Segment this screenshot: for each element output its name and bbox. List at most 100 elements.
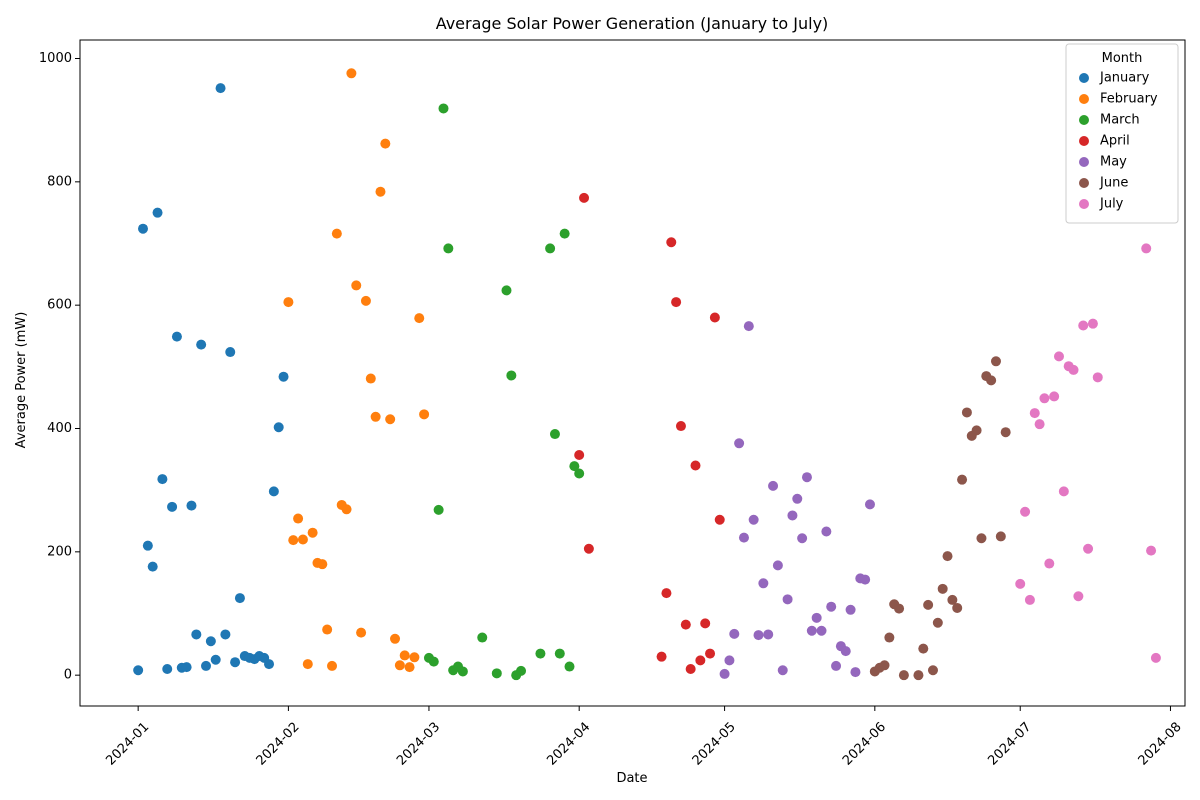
data-point bbox=[1000, 427, 1011, 438]
data-point bbox=[356, 627, 367, 638]
data-point bbox=[516, 665, 527, 676]
legend-label: February bbox=[1100, 92, 1158, 107]
data-point bbox=[816, 625, 827, 636]
data-point bbox=[288, 535, 299, 546]
data-point bbox=[777, 665, 788, 676]
data-point bbox=[574, 468, 585, 479]
data-point bbox=[801, 472, 812, 483]
data-point bbox=[278, 371, 289, 382]
data-point bbox=[1078, 320, 1089, 331]
data-point bbox=[787, 510, 798, 521]
data-point bbox=[884, 632, 895, 643]
data-point bbox=[205, 636, 216, 647]
data-point bbox=[579, 192, 590, 203]
data-point bbox=[1058, 486, 1069, 497]
data-point bbox=[1146, 545, 1157, 556]
data-point bbox=[501, 285, 512, 296]
data-point bbox=[666, 237, 677, 248]
data-point bbox=[927, 665, 938, 676]
legend-marker bbox=[1079, 178, 1089, 188]
legend-marker bbox=[1079, 94, 1089, 104]
data-point bbox=[181, 662, 192, 673]
data-point bbox=[341, 504, 352, 515]
data-point bbox=[559, 228, 570, 239]
data-point bbox=[457, 666, 468, 677]
data-point bbox=[438, 103, 449, 114]
legend-label: January bbox=[1099, 71, 1150, 86]
data-point bbox=[797, 533, 808, 544]
data-point bbox=[680, 619, 691, 630]
data-point bbox=[772, 560, 783, 571]
data-point bbox=[157, 474, 168, 485]
data-point bbox=[574, 450, 585, 461]
data-point bbox=[986, 375, 997, 386]
data-point bbox=[419, 409, 430, 420]
data-point bbox=[390, 633, 401, 644]
data-point bbox=[428, 656, 439, 667]
data-point bbox=[307, 527, 318, 538]
series-january bbox=[133, 83, 289, 676]
data-point bbox=[661, 588, 672, 599]
series-march bbox=[423, 103, 585, 681]
data-point bbox=[724, 655, 735, 666]
data-point bbox=[196, 339, 207, 350]
data-point bbox=[792, 493, 803, 504]
data-point bbox=[375, 186, 386, 197]
data-point bbox=[729, 628, 740, 639]
legend: Month January February March April May June Jul… bbox=[1065, 43, 1179, 224]
data-point bbox=[268, 486, 279, 497]
data-point bbox=[763, 629, 774, 640]
data-point bbox=[404, 662, 415, 673]
data-point bbox=[225, 347, 236, 358]
data-point bbox=[671, 297, 682, 308]
data-point bbox=[167, 501, 178, 512]
data-point bbox=[317, 559, 328, 570]
legend-label: March bbox=[1100, 113, 1140, 128]
data-point bbox=[142, 540, 153, 551]
data-point bbox=[380, 138, 391, 149]
data-point bbox=[811, 612, 822, 623]
data-point bbox=[302, 659, 313, 670]
data-point bbox=[133, 665, 144, 676]
data-point bbox=[976, 533, 987, 544]
data-point bbox=[1039, 393, 1050, 404]
data-point bbox=[327, 660, 338, 671]
legend-label: June bbox=[1099, 176, 1128, 191]
data-point bbox=[564, 661, 575, 672]
data-point bbox=[171, 331, 182, 342]
data-point bbox=[898, 670, 909, 681]
legend-marker bbox=[1079, 115, 1089, 125]
data-point bbox=[360, 295, 371, 306]
data-point bbox=[690, 460, 701, 471]
series-july bbox=[1015, 243, 1161, 663]
data-point bbox=[685, 664, 696, 674]
data-point bbox=[957, 474, 968, 485]
data-point bbox=[918, 643, 929, 654]
data-point bbox=[913, 670, 924, 681]
data-point bbox=[293, 513, 304, 524]
data-point bbox=[535, 648, 546, 659]
data-point bbox=[297, 534, 308, 545]
data-point bbox=[709, 312, 720, 323]
legend-marker bbox=[1079, 73, 1089, 83]
data-point bbox=[1029, 408, 1040, 419]
data-point bbox=[942, 551, 953, 562]
data-point bbox=[491, 668, 502, 679]
data-point bbox=[1053, 351, 1064, 362]
data-point bbox=[545, 243, 556, 254]
data-point bbox=[753, 630, 764, 641]
data-point bbox=[554, 648, 565, 659]
data-point bbox=[215, 83, 226, 94]
data-point bbox=[850, 667, 861, 678]
data-point bbox=[768, 480, 779, 491]
data-point bbox=[743, 321, 754, 332]
legend-marker bbox=[1079, 136, 1089, 146]
data-point bbox=[879, 660, 890, 671]
x-axis-title: Date bbox=[616, 771, 647, 786]
data-point bbox=[409, 652, 420, 663]
data-point bbox=[370, 411, 381, 422]
data-point bbox=[971, 425, 982, 436]
data-point bbox=[549, 429, 560, 440]
